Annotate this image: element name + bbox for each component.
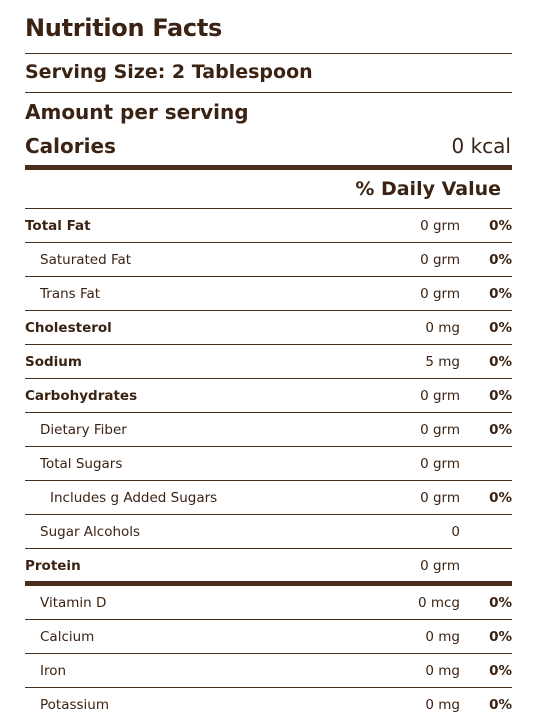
nutrient-row-cholesterol: Cholesterol 0 mg 0% [25,311,512,345]
calories-label: Calories [25,134,116,158]
nutrient-daily-value: 0% [489,252,512,268]
nutrient-label: Includes g Added Sugars [50,490,218,506]
nutrient-daily-value: 0% [489,320,512,336]
nutrient-amount: 0 mg [425,320,460,336]
nutrient-label: Carbohydrates [25,388,138,404]
nutrient-amount: 0 grm [420,422,460,438]
nutrient-label: Total Fat [25,218,91,234]
nutrient-table: Total Fat 0 grm 0% Saturated Fat 0 grm 0… [25,209,512,721]
amount-per-serving-heading: Amount per serving [25,100,249,124]
nutrient-amount: 0 mcg [417,595,460,611]
nutrient-amount: 0 grm [420,286,460,302]
nutrient-row-dietary-fiber: Dietary Fiber 0 grm 0% [25,413,512,447]
nutrient-label: Protein [25,558,81,574]
nutrient-row-saturated-fat: Saturated Fat 0 grm 0% [25,243,512,277]
divider [25,208,512,209]
nutrient-row-protein: Protein 0 grm [25,549,512,586]
nutrient-row-calcium: Calcium 0 mg 0% [25,620,512,654]
nutrient-amount: 0 grm [420,456,460,472]
nutrient-row-vitamin-d: Vitamin D 0 mcg 0% [25,586,512,620]
nutrient-row-trans-fat: Trans Fat 0 grm 0% [25,277,512,311]
nutrient-label: Trans Fat [40,286,101,302]
nutrient-label: Iron [40,663,67,679]
calories-value: 0 kcal [451,134,511,158]
nutrient-row-iron: Iron 0 mg 0% [25,654,512,688]
nutrient-row-potassium: Potassium 0 mg 0% [25,688,512,721]
nutrient-row-added-sugars: Includes g Added Sugars 0 grm 0% [25,481,512,515]
nutrient-amount: 0 mg [425,697,460,713]
nutrient-amount: 0 [451,524,460,540]
nutrient-label: Calcium [40,629,95,645]
nutrient-amount: 0 grm [420,252,460,268]
nutrient-amount: 0 mg [425,663,460,679]
nutrient-amount: 0 grm [420,558,460,574]
divider [25,53,512,54]
nutrient-row-total-sugars: Total Sugars 0 grm [25,447,512,481]
nutrient-row-sodium: Sodium 5 mg 0% [25,345,512,379]
nutrient-row-total-fat: Total Fat 0 grm 0% [25,209,512,243]
nutrient-label: Saturated Fat [40,252,132,268]
nutrient-label: Total Sugars [40,456,123,472]
nutrient-row-carbohydrates: Carbohydrates 0 grm 0% [25,379,512,413]
nutrient-daily-value: 0% [489,663,512,679]
nutrient-row-sugar-alcohols: Sugar Alcohols 0 [25,515,512,549]
nutrient-daily-value: 0% [489,697,512,713]
nutrient-amount: 0 grm [420,388,460,404]
nutrient-label: Sodium [25,354,82,370]
nutrient-daily-value: 0% [489,629,512,645]
thick-divider [25,165,512,170]
divider [25,92,512,93]
nutrient-label: Vitamin D [40,595,107,611]
nutrient-daily-value: 0% [489,422,512,438]
nutrient-daily-value: 0% [489,286,512,302]
nutrient-daily-value: 0% [489,595,512,611]
nutrient-daily-value: 0% [489,490,512,506]
nutrient-daily-value: 0% [489,354,512,370]
nutrient-label: Cholesterol [25,320,112,336]
nutrient-label: Potassium [40,697,110,713]
nutrient-amount: 0 grm [420,490,460,506]
nutrient-daily-value: 0% [489,218,512,234]
nutrient-label: Dietary Fiber [40,422,127,438]
nutrient-amount: 0 mg [425,629,460,645]
nutrient-amount: 5 mg [425,354,460,370]
nutrient-daily-value: 0% [489,388,512,404]
nutrient-label: Sugar Alcohols [40,524,141,540]
panel-title: Nutrition Facts [25,14,223,42]
nutrient-amount: 0 grm [420,218,460,234]
daily-value-header: % Daily Value [355,178,501,200]
serving-size: Serving Size: 2 Tablespoon [25,61,313,83]
